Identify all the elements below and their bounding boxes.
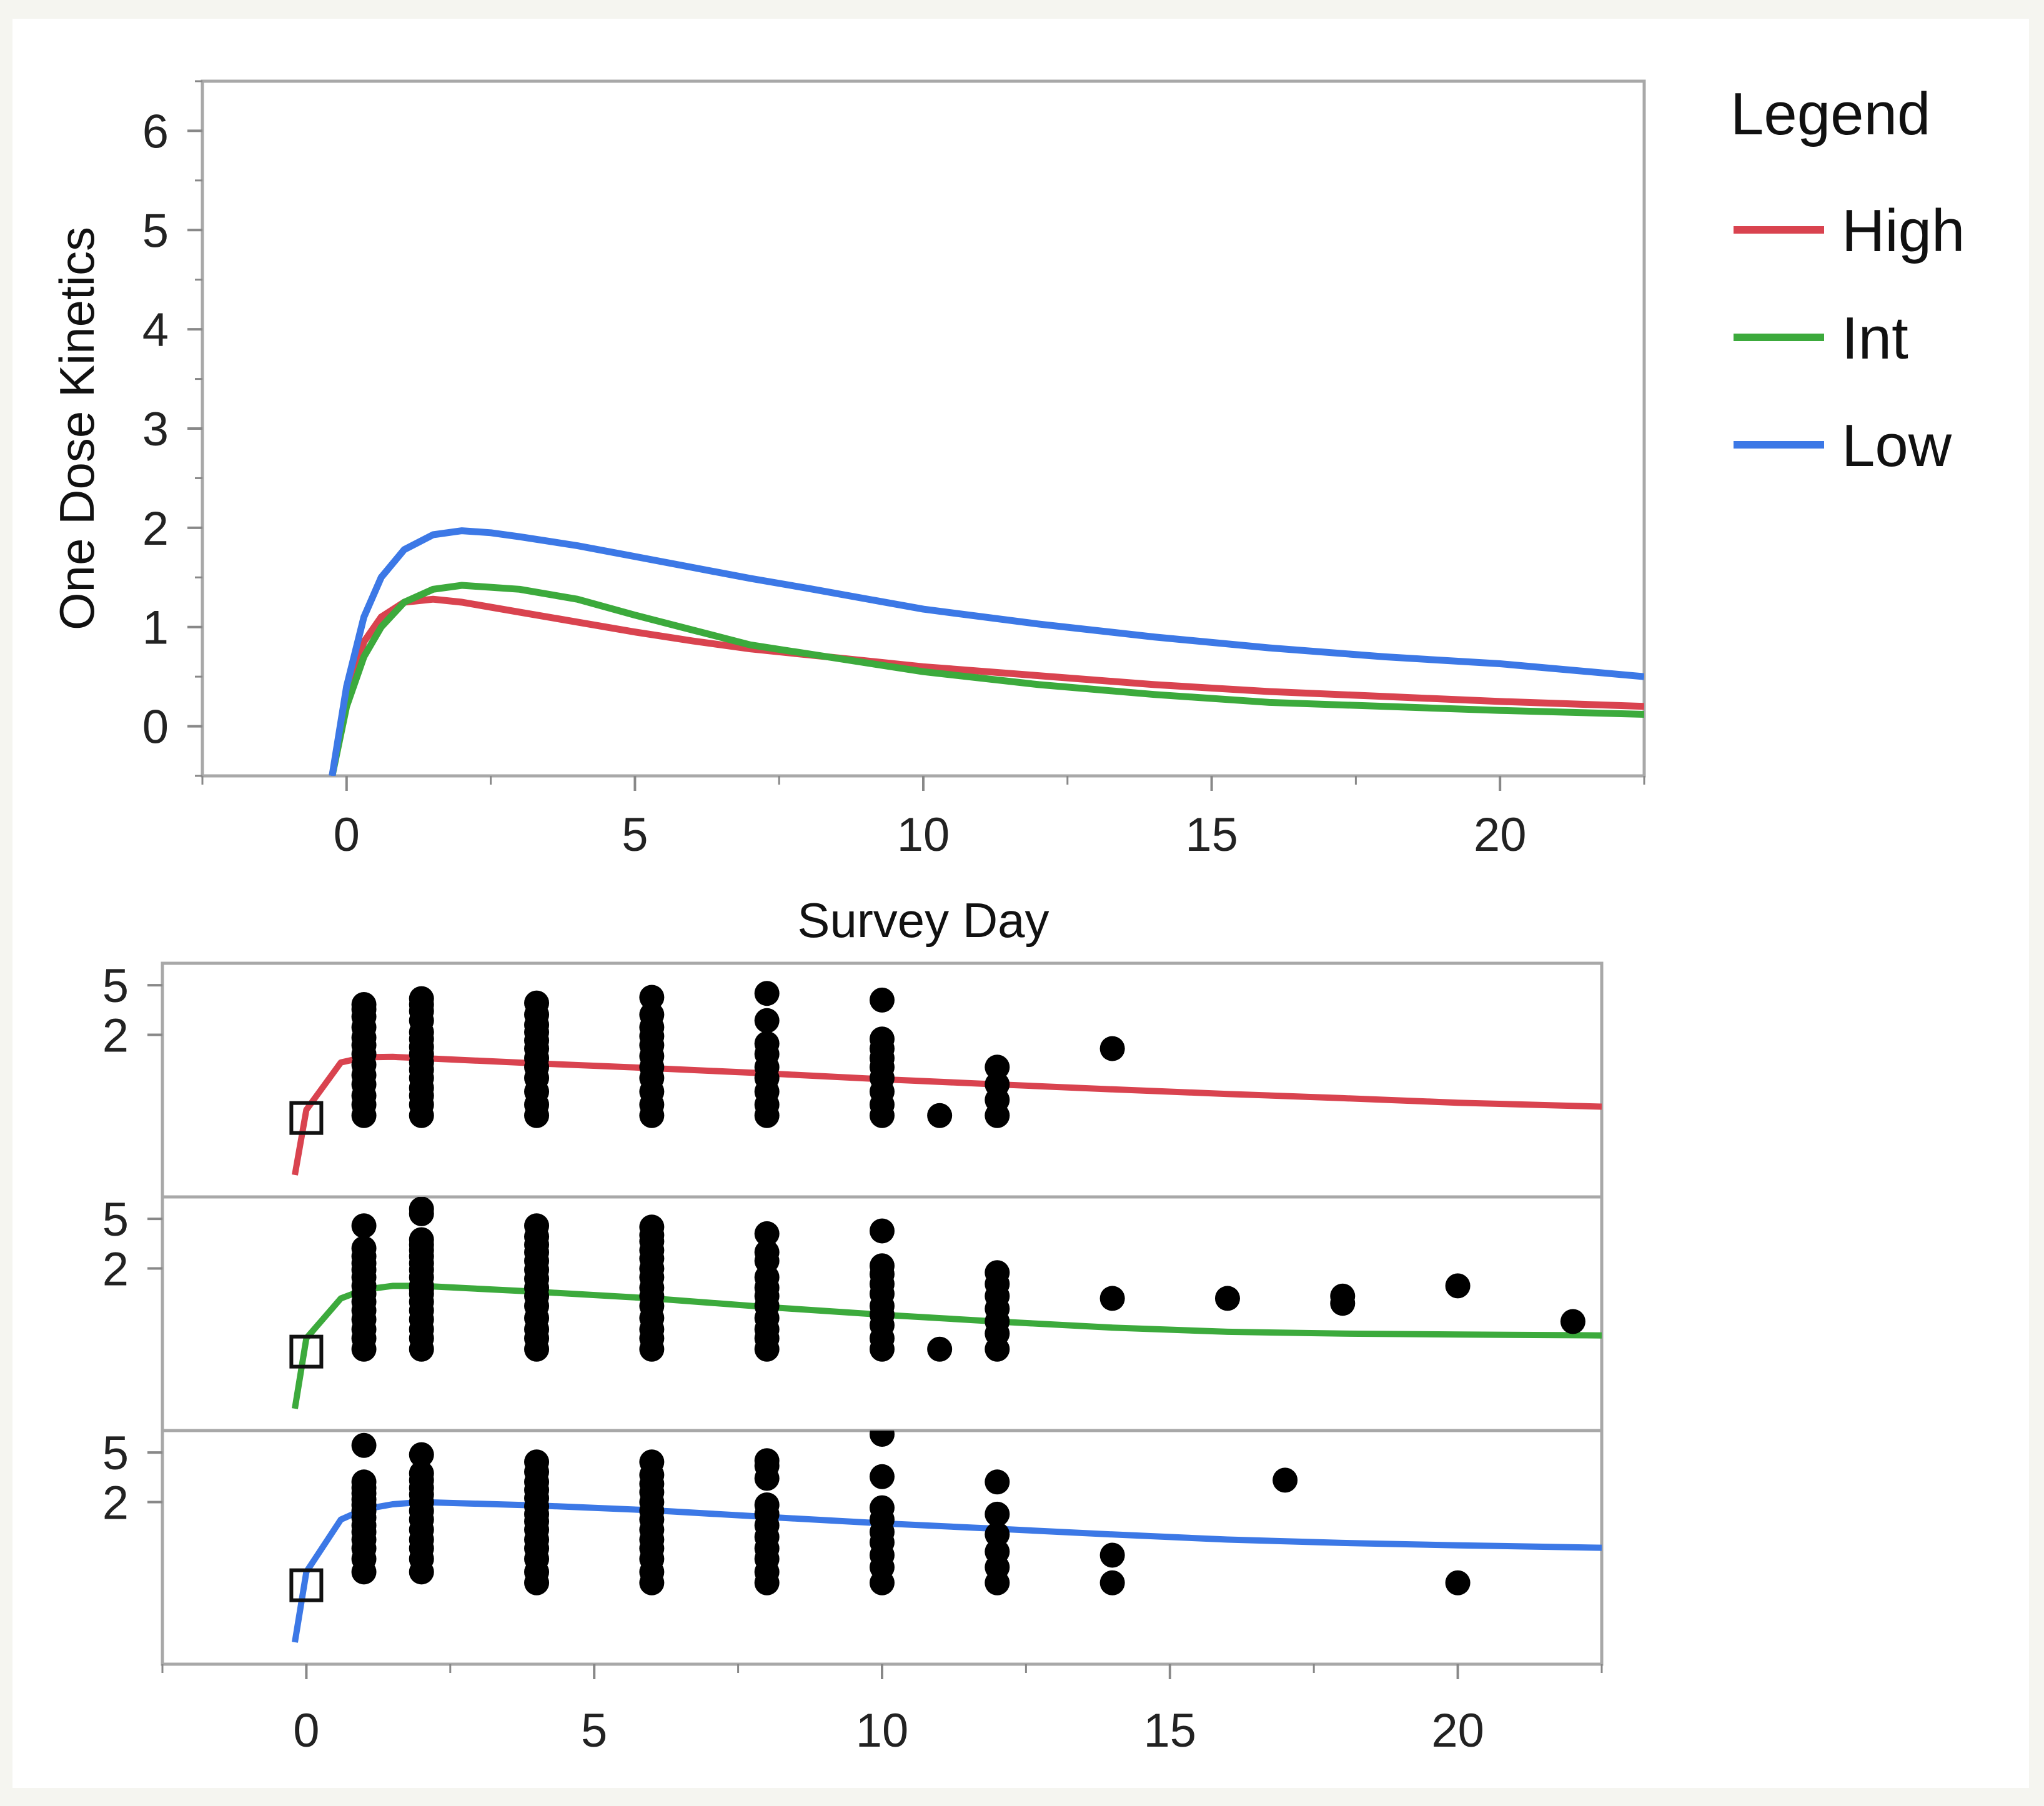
data-point-high: [870, 987, 895, 1013]
baseline-marker-low: [289, 1568, 324, 1602]
data-point-low: [351, 1432, 377, 1458]
data-point-low: [409, 1461, 434, 1486]
data-point-high: [351, 992, 377, 1018]
data-point-low: [1445, 1570, 1471, 1595]
legend-label-int: Int: [1842, 305, 1908, 372]
data-point-int: [409, 1227, 434, 1253]
series-line-int: [329, 582, 1644, 776]
data-point-high: [1099, 1036, 1125, 1061]
y-tick-label-top: 6: [142, 105, 169, 158]
data-point-high: [754, 981, 780, 1006]
data-point-int: [351, 1236, 377, 1261]
data-point-int: [524, 1213, 550, 1239]
data-point-low: [409, 1442, 434, 1467]
y-tick-label-top: 4: [142, 304, 169, 357]
y-tick-label-top: 5: [142, 204, 169, 257]
y-tick-label-panel: 2: [102, 1243, 129, 1296]
data-point-high: [639, 985, 665, 1010]
data-point-low: [985, 1522, 1010, 1547]
y-tick-label-panel: 5: [102, 1427, 129, 1480]
data-point-int: [409, 1277, 434, 1302]
data-point-int: [985, 1260, 1010, 1286]
data-point-high: [754, 1031, 780, 1056]
baseline-marker-high: [289, 1101, 324, 1135]
data-point-int: [1214, 1286, 1240, 1311]
data-point-int: [409, 1197, 434, 1222]
x-tick-label-top: 10: [897, 808, 950, 861]
y-tick-label-top: 1: [142, 602, 169, 655]
y-tick-label-top: 3: [142, 403, 169, 456]
x-tick-label-top: 15: [1185, 808, 1238, 861]
series-line-high: [329, 595, 1644, 776]
data-point-high: [639, 1002, 665, 1028]
legend-label-high: High: [1842, 197, 1965, 264]
data-point-high: [870, 1026, 895, 1052]
data-point-int: [754, 1239, 780, 1265]
x-tick-label-top: 5: [622, 808, 648, 861]
y-tick-label-panel: 2: [102, 1476, 129, 1529]
x-tick-label-top: 20: [1474, 808, 1527, 861]
series-line-low: [329, 527, 1644, 776]
y-tick-label-top: 2: [142, 502, 169, 555]
data-point-int: [1099, 1286, 1125, 1311]
data-point-low: [985, 1501, 1010, 1527]
x-tick-label-bottom: 15: [1144, 1704, 1197, 1757]
data-point-low: [754, 1448, 780, 1474]
data-point-int: [1330, 1283, 1356, 1309]
data-point-low: [870, 1495, 895, 1521]
figure: 0 1 2 3 4 5 6 0 5 10 15 20 Survey Day One Dose Kineti…: [12, 19, 2029, 1788]
data-point-high: [985, 1071, 1010, 1097]
data-point-high: [524, 990, 550, 1016]
x-tick-label-bottom: 0: [293, 1704, 319, 1757]
data-point-low: [870, 1431, 895, 1447]
data-point-high: [409, 986, 434, 1011]
data-point-int: [870, 1218, 895, 1244]
data-point-low: [754, 1492, 780, 1517]
x-axis-title: Survey Day: [797, 893, 1049, 948]
y-axis-title: One Dose Kinetics: [49, 227, 104, 630]
data-point-high: [927, 1103, 953, 1128]
data-point-low: [985, 1539, 1010, 1564]
data-point-low: [1273, 1467, 1298, 1493]
data-point-int: [754, 1221, 780, 1246]
data-point-high: [754, 1008, 780, 1033]
baseline-marker-int: [289, 1334, 324, 1369]
y-tick-label-panel: 2: [102, 1009, 129, 1062]
x-tick-label-bottom: 10: [856, 1704, 909, 1757]
legend-label-low: Low: [1842, 412, 1952, 479]
data-point-int: [1560, 1309, 1585, 1334]
data-point-high: [985, 1054, 1010, 1080]
fit-line-high: [292, 1053, 1602, 1176]
y-tick-label-top: 0: [142, 701, 169, 754]
data-point-int: [1445, 1273, 1471, 1299]
x-tick-label-bottom: 20: [1431, 1704, 1484, 1757]
data-point-low: [524, 1449, 550, 1475]
data-point-low: [351, 1469, 377, 1495]
x-tick-label-bottom: 5: [581, 1704, 607, 1757]
data-point-low: [1099, 1542, 1125, 1568]
data-point-int: [927, 1336, 953, 1362]
data-point-int: [870, 1253, 895, 1279]
data-point-low: [1099, 1570, 1125, 1595]
data-point-low: [639, 1449, 665, 1475]
data-point-int: [351, 1213, 377, 1239]
data-point-low: [870, 1464, 895, 1489]
data-point-int: [639, 1214, 665, 1240]
x-tick-label-top: 0: [334, 808, 360, 861]
data-point-low: [985, 1469, 1010, 1495]
y-tick-label-panel: 5: [102, 1193, 129, 1246]
legend-title: Legend: [1730, 81, 1930, 147]
y-tick-label-panel: 5: [102, 960, 129, 1013]
